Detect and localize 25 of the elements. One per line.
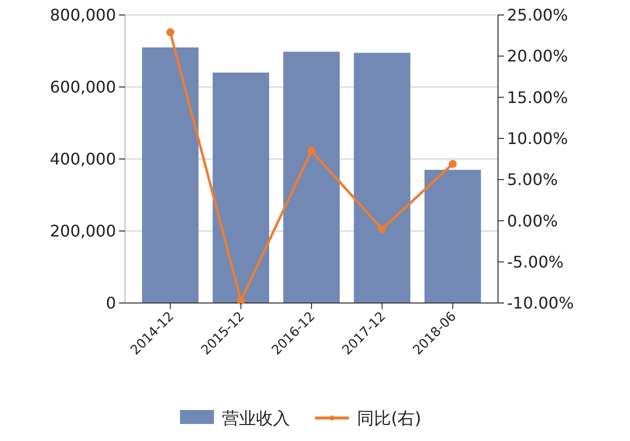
bar — [212, 72, 270, 303]
y2-tick-label: -10.00% — [507, 294, 574, 313]
point — [308, 146, 316, 155]
y-tick-label: 200,000 — [50, 222, 116, 241]
point — [166, 28, 174, 36]
y2-tick-label: 20.00% — [507, 46, 568, 66]
y2-tick-label: 10.00% — [507, 129, 568, 148]
bar — [142, 47, 199, 303]
bar — [283, 52, 340, 303]
y2-tick-label: 5.00% — [507, 170, 558, 190]
y2-tick-label: 0.00% — [507, 211, 558, 230]
point — [236, 296, 245, 305]
y-tick-label: 400,000 — [50, 150, 116, 169]
y2-tick-label: 15.00% — [507, 88, 568, 107]
bar — [424, 170, 481, 303]
y2-tick-label: -5.00% — [507, 252, 564, 272]
legend-label: 营业收入 — [222, 408, 290, 429]
point — [378, 224, 386, 233]
point — [448, 160, 457, 168]
bar — [354, 52, 410, 303]
y-tick-label: 0 — [106, 294, 116, 313]
legend-label: 同比(右) — [357, 408, 422, 429]
y-tick-label: 600,000 — [50, 78, 116, 97]
y2-tick-label: 25.00% — [507, 6, 568, 25]
y-tick-label: 800,000 — [50, 6, 116, 25]
